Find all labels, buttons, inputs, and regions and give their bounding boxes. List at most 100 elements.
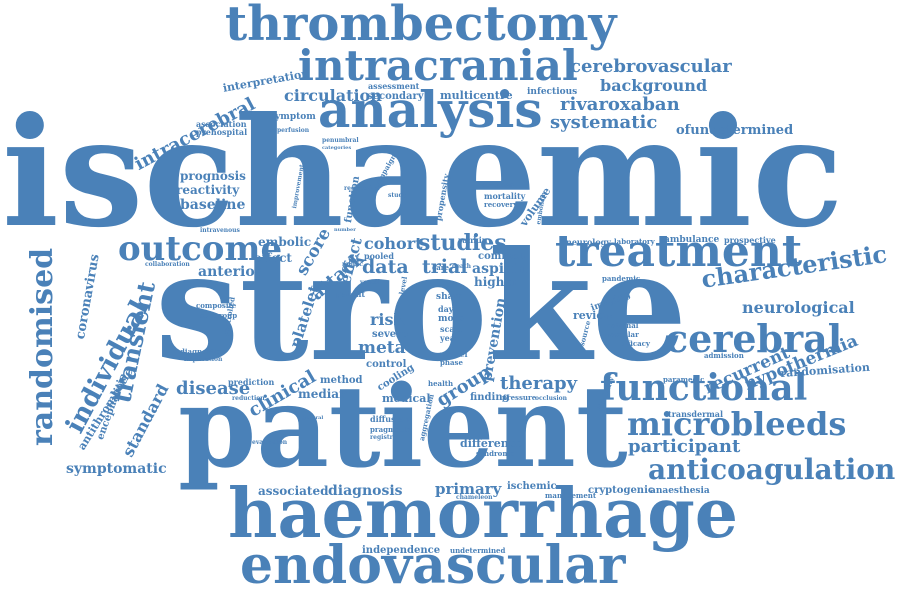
word-management: management <box>545 491 597 500</box>
word-coronavirus: coronavirus <box>73 253 103 341</box>
word-health: health <box>428 379 454 388</box>
word-endovascular: endovascular <box>240 535 626 593</box>
word-paramedic: paramedic <box>663 375 705 384</box>
word-registry: registry <box>370 434 397 441</box>
word-background: background <box>600 76 708 95</box>
word-risk: risk <box>370 310 405 329</box>
word-haemorrhage: haemorrhage <box>228 474 739 554</box>
word-pragmatic: pragmatic <box>370 425 411 434</box>
word-difference: difference <box>460 437 523 450</box>
word-national: national <box>606 321 639 330</box>
word-day: day <box>438 304 454 314</box>
word-intracranial: intracranial <box>298 41 578 90</box>
word-study: study <box>388 192 407 199</box>
word-subgroup: subgroup <box>200 311 238 320</box>
word-reactivity: reactivity <box>176 183 240 197</box>
word-assessment: assessment <box>368 81 420 91</box>
word-higher: higher <box>474 275 519 289</box>
word-death: death <box>452 263 472 270</box>
word-cohort: cohort <box>364 234 423 253</box>
word-efficacy: efficacy <box>620 339 650 348</box>
word-transdermal: transdermal <box>668 409 723 419</box>
word-studies: studies <box>418 230 507 256</box>
word-undetermined: undetermined <box>450 546 506 555</box>
word-association: association <box>196 119 247 129</box>
word-categories: categories <box>322 145 352 151</box>
word-prognosis: prognosis <box>180 169 246 183</box>
word-aspirin: aspirin <box>472 261 527 277</box>
word-circulation: circulation <box>284 86 382 105</box>
word-number: number <box>334 227 356 233</box>
word-anaesthesia: anaesthesia <box>650 486 710 496</box>
word-common: common <box>478 251 526 262</box>
word-finding: finding <box>470 392 510 403</box>
word-trial: trial <box>422 256 468 278</box>
word-severe: severe <box>372 329 408 340</box>
word-scale: scale <box>440 324 463 334</box>
word-multicentre: multicentre <box>440 89 513 102</box>
word-neurology: neurology <box>566 237 611 247</box>
word-therapy: therapy <box>500 373 578 394</box>
word-regression: regression <box>344 185 380 192</box>
word-model: model <box>440 349 468 359</box>
word-evaluation: evaluation <box>252 439 288 446</box>
word-infectious: infectious <box>527 87 578 97</box>
word-thrombectomy: thrombectomy <box>225 0 617 52</box>
word-occlusion: occlusion <box>535 395 567 402</box>
word-primary: primary <box>435 480 502 498</box>
word-patient: patient <box>178 362 628 493</box>
word-treatment: treatment <box>555 226 803 277</box>
word-reperfusion: reperfusion <box>270 127 310 134</box>
word-symptomatic: symptomatic <box>66 461 167 477</box>
word-mimic: mimic <box>342 261 363 268</box>
word-patent: patent <box>336 289 366 299</box>
word-year: year <box>440 333 460 343</box>
word-review: review <box>573 309 613 322</box>
word-anticoagulation: anticoagulation <box>648 453 896 486</box>
word-diagnostic: diagnostic <box>180 347 221 356</box>
word-vascular: vascular <box>606 330 639 339</box>
word-mortality: mortality <box>484 191 526 201</box>
word-anterior: anterior <box>198 264 263 280</box>
word-admission: admission <box>704 351 744 360</box>
word-prediction: prediction <box>228 377 275 387</box>
word-vessel: vessel <box>360 279 381 286</box>
word-symptom: symptom <box>270 112 316 122</box>
word-cerebrovascular: cerebrovascular <box>570 56 732 77</box>
word-control: control <box>366 359 407 370</box>
word-neurological: neurological <box>742 298 855 317</box>
word-outcome: outcome <box>118 229 283 269</box>
word-median: median <box>298 387 348 401</box>
word-associated: associated <box>258 484 329 498</box>
word-analysis: analysis <box>318 80 543 139</box>
word-penumbral: penumbral <box>322 137 359 144</box>
word-intravenous: intravenous <box>200 227 240 234</box>
word-phase: phase <box>440 358 463 367</box>
word-secondary: secondary <box>367 91 424 102</box>
word-prehospital: prehospital <box>196 127 248 137</box>
word-ofundetermined: ofundetermined <box>676 123 794 138</box>
word-more: more <box>438 314 464 324</box>
word-ambulance: ambulance <box>664 235 720 245</box>
word-cerebral: cerebral <box>665 316 843 361</box>
word-independence: independence <box>362 545 441 556</box>
word-ischaemic: ischaemic <box>2 85 844 261</box>
word-composite: composite <box>196 301 237 310</box>
word-chameleon: chameleon <box>456 494 493 501</box>
word-pandemic: pandemic <box>602 274 641 283</box>
word-implication: implication <box>184 356 223 363</box>
word-data: data <box>362 256 409 278</box>
word-disease: disease <box>176 378 251 399</box>
word-pressure: pressure <box>502 393 537 402</box>
word-syndrome: syndrome <box>476 449 515 458</box>
word-recovery: recovery <box>484 200 518 209</box>
word-laboratory: laboratory <box>614 237 655 246</box>
word-cryptogenic: cryptogenic <box>588 485 654 496</box>
word-reduction: reduction <box>232 395 265 402</box>
word-general: general <box>302 415 324 421</box>
word-participant: participant <box>628 436 741 457</box>
word-european: european <box>482 182 514 189</box>
word-baseline: baseline <box>180 197 246 213</box>
word-sham: sham <box>436 292 463 302</box>
word-ischemic: ischemic <box>507 481 557 492</box>
